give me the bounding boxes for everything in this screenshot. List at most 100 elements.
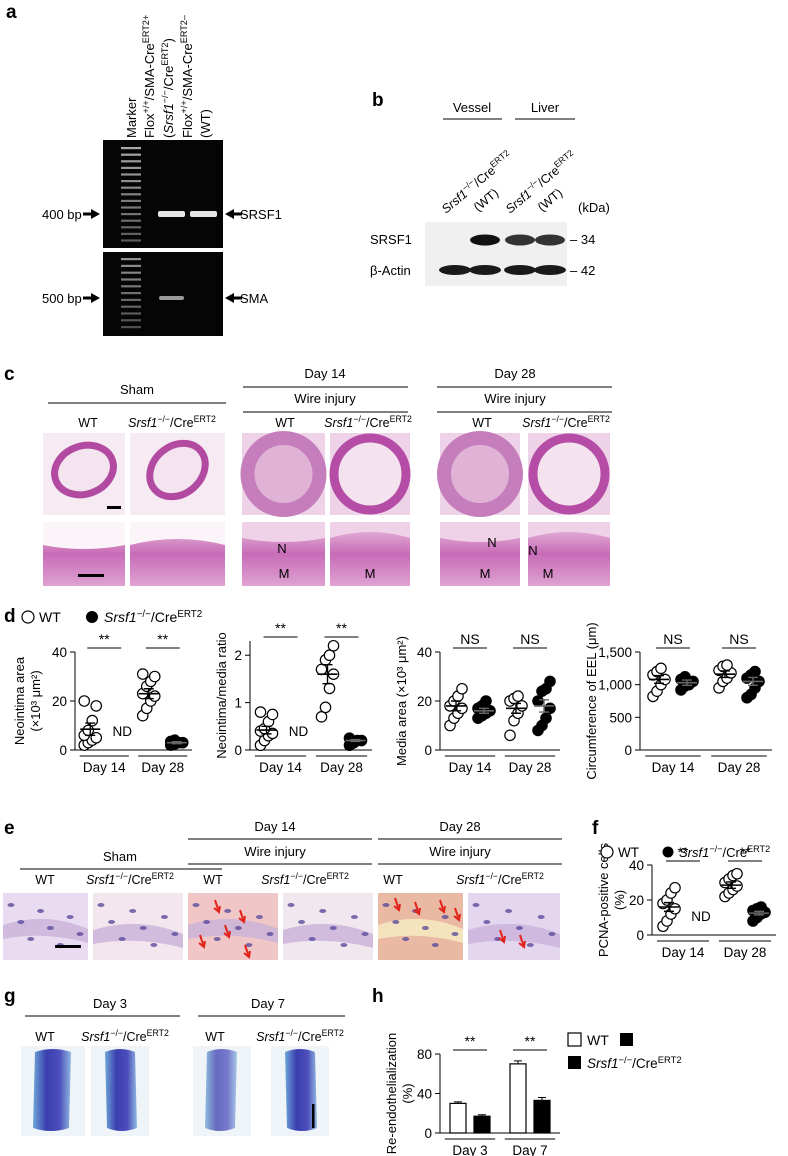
text-part: /Cre <box>564 416 588 430</box>
text-part: −/− <box>290 871 303 881</box>
text-part: 1,000 <box>598 678 632 693</box>
nucleus <box>441 915 449 919</box>
column-label: WT <box>472 416 492 430</box>
significance: ** <box>336 620 347 636</box>
text-part: 40 <box>417 1087 432 1102</box>
y-tick-label: 20 <box>52 694 67 709</box>
y-tick-label: 40 <box>417 1087 432 1102</box>
text-part: Flox <box>180 113 195 138</box>
text-part: ERT2 <box>177 609 202 620</box>
nucleus <box>203 920 211 924</box>
text-part: 500 <box>609 710 632 725</box>
error-bar <box>664 901 674 913</box>
error-bar <box>511 702 521 714</box>
text-part: M <box>365 566 376 581</box>
text-part: WT <box>618 845 639 860</box>
data-point <box>655 662 667 675</box>
arrow <box>223 924 231 939</box>
nucleus <box>319 909 327 913</box>
ladder-band <box>121 147 141 150</box>
error-bar <box>350 738 361 743</box>
ladder-band <box>121 226 141 229</box>
text-part: ) <box>161 38 176 42</box>
nucleus <box>46 926 54 930</box>
data-point <box>540 712 552 724</box>
text-part: M <box>543 566 554 581</box>
lane-label: Flox+/+/SMA-CreERT2+ <box>141 15 157 138</box>
layer-label: M <box>279 566 290 581</box>
text-part: Marker <box>124 97 139 138</box>
text-part: ERT2 <box>522 871 544 881</box>
ladder-band <box>121 258 141 261</box>
tissue-layer <box>468 923 560 948</box>
ladder-band <box>121 219 141 222</box>
nucleus <box>245 943 253 947</box>
text-part: Circumference of EEL (μm) <box>584 622 599 779</box>
text-part: WT <box>275 416 295 430</box>
text-part: c <box>4 364 15 385</box>
nucleus <box>118 937 126 941</box>
data-point <box>669 902 681 915</box>
text-part: ND <box>289 724 309 739</box>
y-tick-label: 0 <box>59 743 67 758</box>
text-part: h <box>372 986 384 1007</box>
column-label: WT <box>205 1030 225 1044</box>
tissue-layer <box>378 918 463 943</box>
group-label: Wire injury <box>244 844 306 859</box>
ladder-band <box>121 232 141 235</box>
ladder-band <box>121 166 141 169</box>
nucleus <box>213 937 221 941</box>
bar <box>509 1063 527 1134</box>
text-part: Srsf1 <box>261 873 290 887</box>
row-label: β-Actin <box>370 263 411 278</box>
x-tick-label: Day 14 <box>83 760 126 775</box>
text-part: /Cre <box>723 845 748 860</box>
error-bar <box>654 674 664 685</box>
text-part: ( <box>161 133 176 138</box>
error-bar <box>748 676 758 687</box>
text-part: 0 <box>636 928 644 943</box>
lumen <box>440 522 520 542</box>
text-part: /Cre <box>298 1030 322 1044</box>
nucleus <box>224 909 232 913</box>
ladder-band <box>121 199 141 202</box>
scale-bar <box>55 945 81 948</box>
text-part: f <box>592 818 599 839</box>
text-part: Day 28 <box>494 366 535 381</box>
text-part: Day 14 <box>652 760 695 775</box>
y-tick-label: 1 <box>234 696 242 711</box>
text-part: (kDa) <box>578 200 610 215</box>
legend-label: WT <box>587 1032 609 1048</box>
y-axis-label: Neointima area <box>12 656 27 745</box>
vessel-wall <box>51 441 117 499</box>
text-part: 500 bp <box>42 291 82 306</box>
data-point <box>512 690 524 702</box>
column-label: Srsf1−/−/CreERT2 <box>128 414 216 430</box>
ladder-band <box>121 312 141 315</box>
ladder-band <box>121 285 141 288</box>
lumen <box>130 522 225 545</box>
column-label: Srsf1−/−/CreERT2 <box>456 871 544 887</box>
unit-label: (kDa) <box>578 200 610 215</box>
data-point <box>721 659 733 671</box>
legend-label: WT <box>618 845 639 860</box>
panel-label: h <box>372 986 384 1007</box>
text-part: Sham <box>120 382 154 397</box>
y-tick-label: 40 <box>417 645 432 660</box>
text-part: ** <box>99 631 110 647</box>
significance: ** <box>740 844 751 860</box>
nucleus <box>76 932 84 936</box>
y-tick-label: 20 <box>629 893 644 908</box>
text-part: ERT2 <box>327 871 349 881</box>
ladder-band <box>121 193 141 196</box>
y-tick-label: 20 <box>417 694 432 709</box>
group-label: Liver <box>531 100 560 115</box>
tissue-layer <box>3 918 88 943</box>
text-part: WT <box>205 1030 225 1044</box>
text-part: N <box>487 535 496 550</box>
text-part: Srsf1 <box>128 416 157 430</box>
text-part: +/+ <box>141 100 151 113</box>
text-part: Day 28 <box>718 760 761 775</box>
text-part: 400 bp <box>42 207 82 222</box>
text-part: WT <box>587 1032 609 1048</box>
